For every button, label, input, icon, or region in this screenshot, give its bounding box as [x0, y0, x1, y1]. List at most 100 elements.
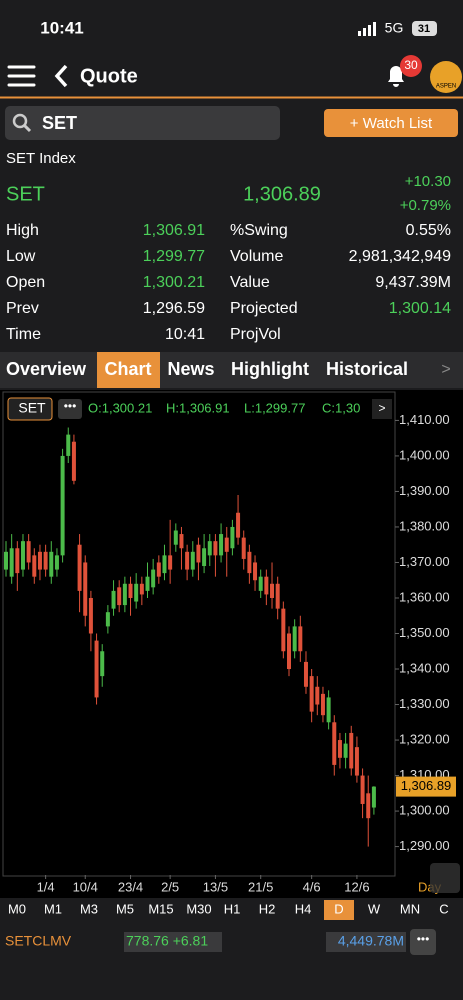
- timeframe[interactable]: H2: [259, 901, 276, 916]
- header-title: Quote: [80, 65, 138, 87]
- timeframe[interactable]: M30: [186, 901, 211, 916]
- bell-icon[interactable]: [388, 66, 404, 87]
- candle-body: [173, 530, 178, 545]
- candle-body: [117, 587, 122, 606]
- tab[interactable]: News: [167, 359, 214, 379]
- candle-body: [9, 548, 14, 577]
- candle-body: [298, 626, 303, 652]
- watchlist-button[interactable]: [324, 109, 458, 137]
- timeframe[interactable]: M1: [44, 901, 62, 916]
- stat-value: 0.55%: [406, 222, 451, 239]
- candle-body: [236, 512, 241, 538]
- candle-body: [139, 583, 144, 595]
- last-price-box: [396, 776, 456, 797]
- stat-value: 1,299.77: [143, 248, 205, 265]
- back-icon[interactable]: [54, 64, 68, 88]
- candle-body: [134, 583, 139, 602]
- candle-body: [247, 551, 252, 574]
- candle-body: [105, 612, 110, 627]
- menu-icon[interactable]: [7, 65, 36, 87]
- candle-body: [94, 640, 99, 698]
- stat-label: Volume: [230, 248, 283, 265]
- x-tick-label: 13/5: [203, 879, 228, 894]
- candle-body: [54, 555, 59, 570]
- tab[interactable]: Chart: [104, 359, 151, 379]
- timeframe[interactable]: H1: [224, 901, 241, 916]
- battery-icon: [412, 21, 437, 36]
- stat-label: Open: [6, 274, 45, 291]
- y-tick-label: 1,360.00: [399, 589, 450, 604]
- timeframe[interactable]: C: [439, 901, 448, 916]
- stat-label: Prev: [6, 300, 39, 317]
- timeframe[interactable]: M15: [148, 901, 173, 916]
- legend-ohlc: O:1,300.21: [88, 400, 152, 415]
- legend-menu-dots: •••: [64, 399, 77, 413]
- timeframe[interactable]: MN: [400, 901, 420, 916]
- footer-index-box: [124, 932, 222, 952]
- badge-count: 30: [404, 58, 418, 72]
- timeframe[interactable]: M5: [116, 901, 134, 916]
- change: +10.30: [405, 173, 451, 190]
- legend-menu[interactable]: [58, 399, 82, 419]
- candle-body: [128, 583, 133, 598]
- footer-menu[interactable]: [410, 929, 436, 955]
- logo[interactable]: [430, 61, 462, 93]
- legend-symbol: SET: [18, 400, 46, 416]
- x-tick-label: 23/4: [118, 879, 143, 894]
- candle-body: [309, 676, 314, 712]
- candle-body: [185, 551, 190, 570]
- y-tick-label: 1,290.00: [399, 838, 450, 853]
- candle-body: [224, 537, 229, 552]
- stat-label: High: [6, 222, 39, 239]
- candle-body: [32, 555, 37, 577]
- candle-body: [100, 651, 105, 677]
- price: 1,306.89: [243, 183, 321, 205]
- search-box[interactable]: [5, 106, 280, 140]
- footer-value: 4,449.78M: [338, 933, 404, 949]
- legend-arrow[interactable]: [372, 399, 392, 419]
- timeframe[interactable]: M3: [80, 901, 98, 916]
- timeframe[interactable]: M0: [8, 901, 26, 916]
- legend-arrow-icon: >: [378, 401, 385, 415]
- candle-body: [60, 455, 65, 556]
- candle-body: [196, 544, 201, 563]
- tab[interactable]: Historical: [326, 359, 408, 379]
- y-tick-label: 1,390.00: [399, 483, 450, 498]
- candle-body: [156, 562, 161, 577]
- y-tick-label: 1,380.00: [399, 518, 450, 533]
- x-tick-label: 1/4: [37, 879, 55, 894]
- candle-body: [349, 732, 354, 769]
- candle-body: [37, 551, 42, 570]
- legend-symbol-box[interactable]: [7, 397, 53, 421]
- timeframe[interactable]: D: [334, 901, 343, 916]
- tab[interactable]: Overview: [6, 359, 87, 379]
- symbol: SET: [6, 183, 45, 205]
- candle-body: [332, 722, 337, 765]
- search-icon-handle: [22, 123, 32, 133]
- legend-ohlc: H:1,306.91: [166, 400, 230, 415]
- stat-label: Value: [230, 274, 270, 291]
- candle-body: [292, 626, 297, 652]
- stat-value: 1,300.21: [143, 274, 205, 291]
- search-icon: [12, 113, 28, 129]
- candle-body: [264, 576, 269, 595]
- y-tick-label: 1,340.00: [399, 660, 450, 675]
- stat-value: 9,437.39M: [375, 274, 451, 291]
- status-bar: [0, 0, 463, 55]
- y-tick-label: 1,350.00: [399, 625, 450, 640]
- fullscreen-button[interactable]: [430, 863, 460, 893]
- timeframe[interactable]: H4: [295, 901, 312, 916]
- stat-label: ProjVol: [230, 326, 281, 343]
- signal-icon: [358, 22, 376, 36]
- candle-body: [83, 562, 88, 616]
- timeframe[interactable]: W: [368, 901, 381, 916]
- timeframe-active: [324, 900, 354, 920]
- tab-scroll: >: [441, 361, 450, 378]
- y-tick-label: 1,400.00: [399, 447, 450, 462]
- candle-body: [219, 534, 224, 556]
- candle-body: [303, 661, 308, 687]
- x-tick-label: 2/5: [161, 879, 179, 894]
- last-price-label: 1,306.89: [401, 778, 452, 793]
- x-tick-label: 4/6: [303, 879, 321, 894]
- tab[interactable]: Highlight: [231, 359, 309, 379]
